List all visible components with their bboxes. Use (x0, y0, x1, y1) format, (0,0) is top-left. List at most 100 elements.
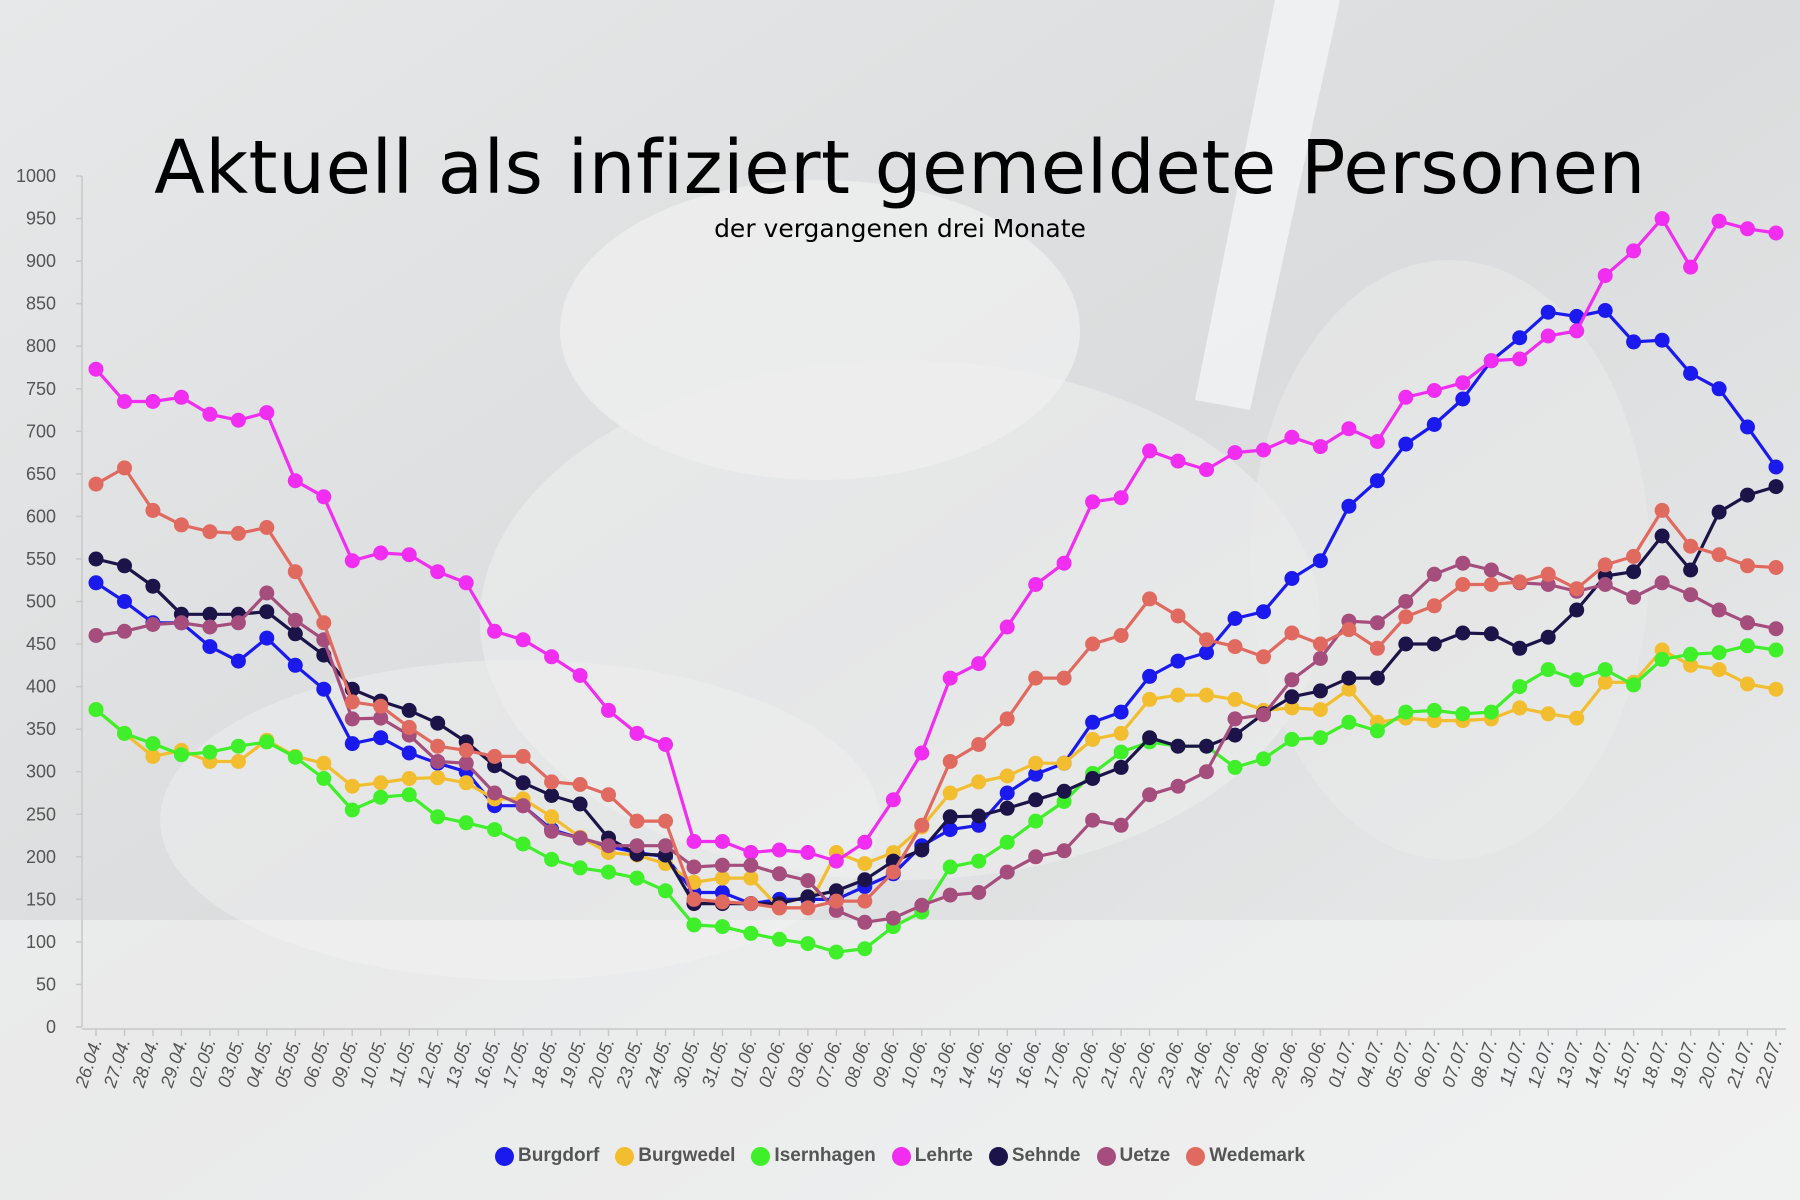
data-point[interactable] (1227, 711, 1243, 727)
data-point[interactable] (1199, 632, 1214, 648)
data-point[interactable] (999, 864, 1015, 880)
data-point[interactable] (1312, 553, 1328, 569)
data-point[interactable] (88, 361, 104, 377)
data-point[interactable] (1683, 562, 1699, 578)
data-point[interactable] (1711, 381, 1727, 397)
data-point[interactable] (1540, 566, 1556, 582)
data-point[interactable] (714, 834, 730, 849)
data-point[interactable] (1483, 626, 1499, 642)
legend-item-lehrte[interactable]: Lehrte (891, 1145, 973, 1167)
data-point[interactable] (316, 755, 332, 771)
data-point[interactable] (743, 925, 759, 941)
data-point[interactable] (999, 619, 1015, 635)
data-point[interactable] (686, 891, 702, 907)
data-point[interactable] (1540, 662, 1556, 678)
data-point[interactable] (771, 866, 787, 882)
data-point[interactable] (1597, 674, 1613, 690)
data-point[interactable] (1768, 459, 1784, 475)
data-point[interactable] (1028, 849, 1044, 865)
data-point[interactable] (544, 809, 560, 825)
data-point[interactable] (828, 944, 844, 960)
data-point[interactable] (1455, 391, 1471, 407)
data-point[interactable] (1569, 323, 1585, 339)
data-point[interactable] (572, 860, 588, 876)
data-point[interactable] (942, 809, 958, 825)
data-point[interactable] (1170, 453, 1186, 469)
data-point[interactable] (1170, 653, 1186, 669)
data-point[interactable] (88, 476, 104, 492)
data-point[interactable] (686, 917, 702, 933)
data-point[interactable] (686, 859, 702, 875)
data-point[interactable] (544, 774, 560, 790)
data-point[interactable] (1312, 683, 1328, 699)
data-point[interactable] (1540, 328, 1556, 344)
data-point[interactable] (1312, 651, 1328, 666)
data-point[interactable] (1142, 691, 1158, 707)
data-point[interactable] (544, 788, 560, 803)
data-point[interactable] (601, 838, 616, 854)
data-point[interactable] (145, 617, 161, 632)
data-point[interactable] (1227, 759, 1243, 775)
data-point[interactable] (601, 787, 616, 803)
data-point[interactable] (1597, 557, 1613, 573)
data-point[interactable] (1455, 625, 1471, 641)
data-point[interactable] (344, 736, 360, 752)
data-point[interactable] (515, 632, 531, 648)
data-point[interactable] (373, 775, 389, 791)
data-point[interactable] (1284, 672, 1300, 688)
data-point[interactable] (1199, 462, 1214, 478)
data-point[interactable] (202, 744, 218, 760)
data-point[interactable] (743, 896, 759, 912)
data-point[interactable] (1341, 498, 1357, 514)
data-point[interactable] (487, 623, 503, 639)
data-point[interactable] (1227, 691, 1243, 707)
data-point[interactable] (344, 802, 360, 818)
data-point[interactable] (88, 702, 104, 718)
data-point[interactable] (1142, 443, 1158, 459)
data-point[interactable] (202, 524, 218, 540)
data-point[interactable] (942, 859, 958, 875)
data-point[interactable] (1199, 687, 1214, 703)
data-point[interactable] (1113, 744, 1129, 760)
data-point[interactable] (1056, 783, 1072, 799)
data-point[interactable] (1142, 591, 1158, 607)
data-point[interactable] (1711, 602, 1727, 618)
data-point[interactable] (914, 897, 930, 913)
data-point[interactable] (1284, 689, 1300, 705)
data-point[interactable] (658, 883, 673, 899)
data-point[interactable] (572, 830, 588, 846)
data-point[interactable] (316, 615, 332, 631)
data-point[interactable] (1654, 332, 1670, 348)
data-point[interactable] (857, 914, 873, 930)
data-point[interactable] (1512, 574, 1528, 590)
legend-item-wedemark[interactable]: Wedemark (1186, 1145, 1305, 1167)
data-point[interactable] (173, 389, 189, 405)
data-point[interactable] (1056, 755, 1072, 771)
data-point[interactable] (999, 785, 1015, 801)
data-point[interactable] (259, 604, 275, 620)
data-point[interactable] (401, 745, 417, 761)
data-point[interactable] (487, 748, 503, 764)
data-point[interactable] (629, 838, 645, 854)
data-point[interactable] (1569, 672, 1585, 688)
data-point[interactable] (1227, 639, 1243, 655)
data-point[interactable] (1768, 560, 1784, 575)
data-point[interactable] (1740, 221, 1755, 237)
data-point[interactable] (1426, 566, 1442, 582)
data-point[interactable] (1654, 502, 1670, 518)
data-point[interactable] (230, 615, 246, 631)
data-point[interactable] (857, 941, 873, 957)
data-point[interactable] (942, 822, 958, 838)
data-point[interactable] (230, 738, 246, 754)
data-point[interactable] (230, 653, 246, 669)
data-point[interactable] (572, 777, 588, 792)
data-point[interactable] (1683, 657, 1699, 673)
data-point[interactable] (230, 525, 246, 541)
data-point[interactable] (1369, 723, 1385, 739)
data-point[interactable] (1711, 662, 1727, 678)
data-point[interactable] (857, 856, 873, 872)
data-point[interactable] (487, 785, 503, 801)
data-point[interactable] (1711, 213, 1727, 229)
data-point[interactable] (1768, 681, 1784, 697)
data-point[interactable] (145, 502, 161, 518)
